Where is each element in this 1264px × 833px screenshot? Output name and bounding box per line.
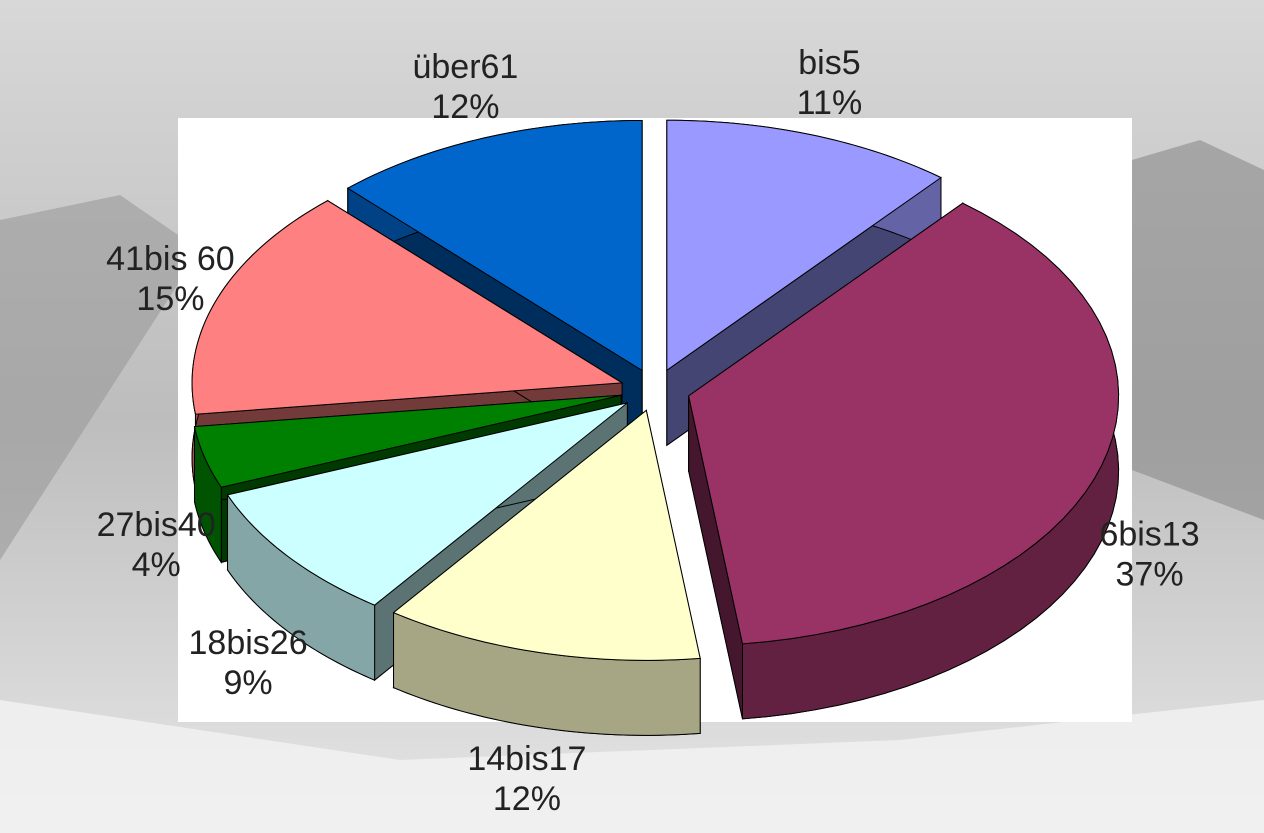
slice-value-label: 15% bbox=[136, 280, 204, 318]
slice-value-label: 12% bbox=[431, 88, 499, 126]
slice-value-label: 9% bbox=[223, 664, 272, 702]
snow bbox=[0, 700, 1264, 833]
slice-label: 27bis40 bbox=[97, 506, 216, 544]
slice-value-label: 37% bbox=[1116, 556, 1184, 594]
slice-label: über61 bbox=[412, 48, 518, 86]
slice-label: bis5 bbox=[798, 44, 860, 82]
slice-value-label: 11% bbox=[797, 84, 863, 122]
slice-top bbox=[226, 402, 628, 606]
slice-top bbox=[688, 202, 1120, 645]
slice-label: 14bis17 bbox=[467, 740, 586, 778]
slice-value-label: 4% bbox=[132, 546, 181, 584]
slice bbox=[688, 202, 1120, 720]
slice-label: 41bis 60 bbox=[106, 240, 235, 278]
slice-top bbox=[193, 394, 622, 488]
slice bbox=[392, 409, 701, 736]
mountain bbox=[1132, 140, 1264, 520]
slice-top bbox=[191, 200, 624, 415]
mountain bbox=[0, 195, 200, 560]
slice-top bbox=[666, 119, 942, 372]
slice-label: 18bis26 bbox=[189, 624, 308, 662]
slice-label: 6bis13 bbox=[1099, 516, 1199, 554]
slice-value-label: 12% bbox=[493, 780, 561, 818]
slice-top bbox=[346, 119, 643, 372]
slice-top bbox=[392, 409, 701, 661]
